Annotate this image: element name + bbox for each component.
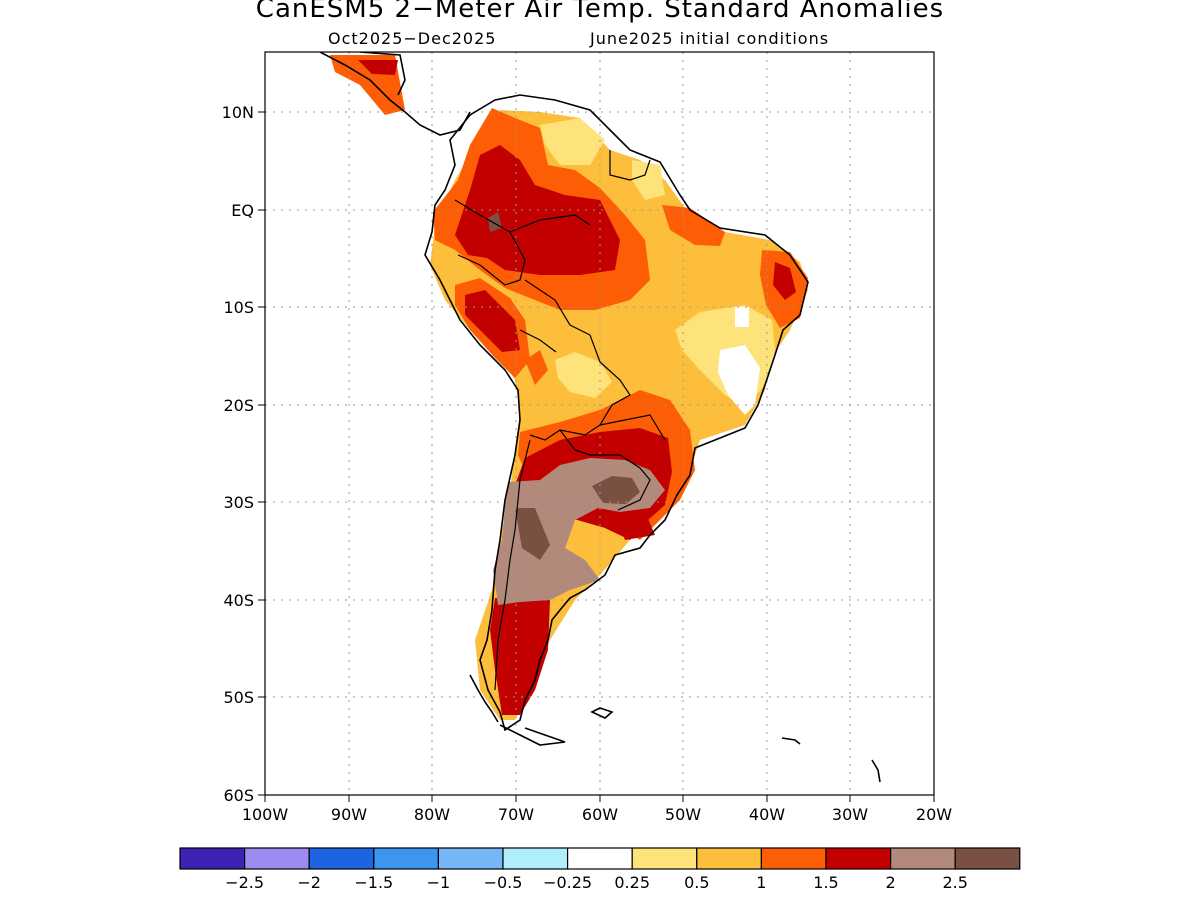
land-anomaly-025-05-central — [555, 352, 612, 398]
colorbar-label: 0.5 — [684, 873, 709, 892]
colorbar-label: −2.5 — [225, 873, 264, 892]
colorbar-swatch — [566, 847, 633, 870]
colorbar-label: 1.5 — [813, 873, 838, 892]
lat-axis — [258, 111, 265, 796]
land-anomaly-neutral-cell — [735, 307, 749, 327]
land-anomaly-over-25-center — [592, 476, 640, 504]
south-america-coastline — [424, 94, 809, 732]
colorbar-label: −1 — [427, 873, 451, 892]
land-anomaly-neutral — [718, 345, 760, 415]
colorbar-swatch — [696, 847, 762, 870]
colorbar-label: 2 — [886, 873, 896, 892]
lon-label: 30W — [832, 805, 868, 824]
lon-label: 60W — [582, 805, 618, 824]
colorbar-swatch — [889, 847, 956, 870]
lat-label: 10N — [222, 103, 254, 122]
land-anomaly-15-2-central-america — [358, 60, 398, 75]
land-anomaly-1-15-coast — [662, 205, 725, 246]
lat-label: 20S — [223, 396, 254, 415]
colorbar-swatch — [631, 847, 698, 870]
colorbar-swatch — [308, 847, 375, 870]
colorbar-label: 0.25 — [614, 873, 650, 892]
colorbar-swatch — [502, 847, 569, 870]
lon-label: 90W — [331, 805, 367, 824]
lat-label: 50S — [223, 688, 254, 707]
land-anomaly-15-2-northeast — [773, 262, 796, 300]
tierra-del-fuego — [499, 724, 566, 746]
country-borders — [454, 150, 666, 691]
lat-label: 40S — [223, 591, 254, 610]
lon-labels: 100W 90W 80W 70W 60W 50W 40W 30W 20W — [242, 805, 952, 824]
colorbar-label: 1 — [756, 873, 766, 892]
land-anomaly-over-25-west — [515, 508, 550, 560]
central-america-coastline — [319, 52, 471, 136]
lon-label: 100W — [242, 805, 289, 824]
period-subtitle: Oct2025−Dec2025 — [328, 29, 497, 48]
land-anomaly-15-2-west — [465, 290, 520, 352]
coastlines — [319, 52, 881, 783]
chile-archipelago — [469, 674, 499, 723]
lat-label: 60S — [223, 786, 254, 805]
land-anomaly-025-05-coast — [632, 160, 665, 200]
colorbar-swatch — [954, 847, 1021, 870]
lon-label: 70W — [498, 805, 534, 824]
lon-label: 50W — [665, 805, 701, 824]
falkland-islands — [590, 707, 614, 719]
colorbar-label: −0.5 — [484, 873, 523, 892]
lat-label: 10S — [223, 298, 254, 317]
lon-label: 20W — [916, 805, 952, 824]
map-title: CanESM5 2−Meter Air Temp. Standard Anoma… — [255, 0, 945, 24]
south-georgia — [781, 737, 801, 745]
colorbar-swatch — [437, 847, 504, 870]
sandwich-islands — [871, 759, 881, 783]
initial-conditions-subtitle: June2025 initial conditions — [590, 29, 830, 48]
lat-label: 30S — [223, 493, 254, 512]
colorbar-label: −0.25 — [543, 873, 592, 892]
lat-labels: 10N EQ 10S 20S 30S 40S 50S 60S — [222, 103, 254, 805]
colorbar-swatch — [244, 847, 310, 870]
colorbar-swatch — [825, 847, 892, 870]
land-anomaly-025-05-north — [540, 118, 605, 165]
colorbar-swatch — [179, 847, 246, 870]
colorbar-swatch — [373, 847, 439, 870]
land-anomaly-1-15-central — [525, 350, 548, 385]
colorbar-label: 2.5 — [942, 873, 967, 892]
lon-label: 80W — [414, 805, 450, 824]
lat-label: EQ — [231, 201, 254, 220]
land-anomaly-15-2-patagonia — [490, 598, 550, 715]
lon-axis — [264, 795, 935, 802]
colorbar: −2.5 −2 −1.5 −1 −0.5 −0.25 0.25 0.5 1 1.5 2 2.5 — [179, 847, 1021, 892]
land-anomaly-over-25-cell — [488, 212, 502, 232]
lon-label: 40W — [749, 805, 785, 824]
colorbar-swatch — [760, 847, 827, 870]
anomaly-fields — [330, 55, 808, 720]
colorbar-label: −1.5 — [354, 873, 393, 892]
colorbar-label: −2 — [297, 873, 321, 892]
land-anomaly-15-2-uruguay — [615, 512, 655, 540]
